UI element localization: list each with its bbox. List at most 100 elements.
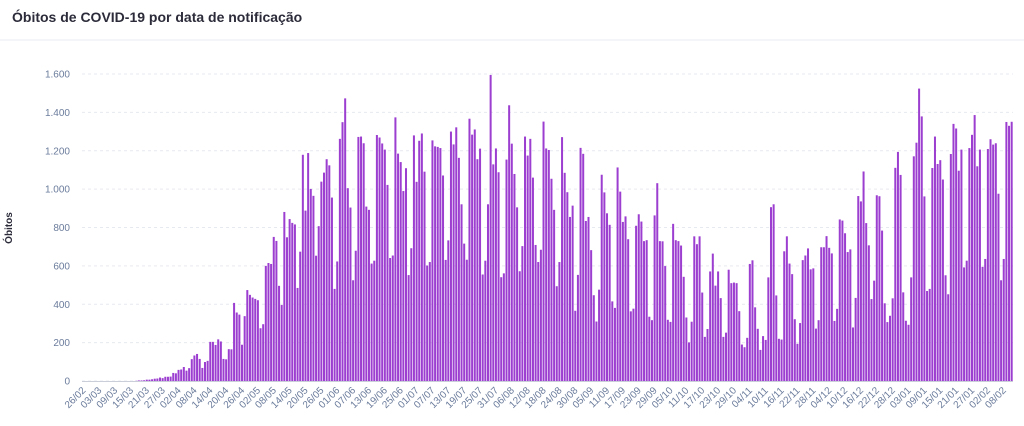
bar (677, 241, 679, 381)
bar (196, 354, 198, 381)
y-tick-label: 0 (64, 377, 70, 388)
bar (704, 337, 706, 381)
bar (159, 378, 161, 381)
bar (175, 373, 177, 381)
bar (659, 241, 661, 381)
bar (297, 288, 299, 381)
bar (413, 135, 415, 381)
bar (611, 301, 613, 381)
bar (902, 292, 904, 381)
bar (807, 248, 809, 381)
bar (958, 171, 960, 381)
bar (262, 324, 264, 381)
bar (199, 359, 201, 381)
bar (915, 143, 917, 381)
bar (617, 167, 619, 381)
bar (595, 322, 597, 381)
bar (146, 380, 148, 381)
bar (291, 223, 293, 381)
bar (408, 275, 410, 381)
bar (468, 119, 470, 381)
bar (625, 216, 627, 381)
bar (336, 261, 338, 381)
bar (945, 275, 947, 381)
bar (162, 378, 164, 381)
bar (781, 340, 783, 381)
bar (635, 226, 637, 381)
bar (212, 342, 214, 381)
bar (421, 133, 423, 381)
y-tick-label: 1.000 (45, 185, 70, 196)
y-axis-label: Óbitos (2, 212, 15, 244)
bar (312, 196, 314, 381)
bar (995, 143, 997, 381)
bar (244, 316, 246, 381)
bar (511, 144, 513, 381)
bar (648, 317, 650, 381)
bar (892, 298, 894, 381)
bar (400, 162, 402, 381)
bar (873, 281, 875, 381)
bar (233, 303, 235, 381)
bar (265, 266, 267, 381)
bar (675, 240, 677, 381)
bar (278, 286, 280, 381)
bar (593, 295, 595, 381)
bar (746, 338, 748, 381)
bar (992, 145, 994, 381)
bar (503, 273, 505, 381)
bar (201, 368, 203, 381)
bar (513, 174, 515, 381)
bar (947, 294, 949, 381)
bar (826, 236, 828, 381)
bar (307, 153, 309, 381)
bar (778, 339, 780, 381)
bar (630, 311, 632, 381)
bar (381, 143, 383, 381)
bar (847, 252, 849, 381)
bar (799, 323, 801, 381)
bar (754, 307, 756, 381)
bar (424, 172, 426, 381)
bar (894, 168, 896, 381)
bar (426, 265, 428, 381)
bar (564, 173, 566, 381)
bar (529, 139, 531, 381)
bar (172, 373, 174, 381)
bar (783, 251, 785, 381)
bar (939, 160, 941, 381)
bar (580, 148, 582, 381)
bar (561, 137, 563, 381)
bar (185, 371, 187, 381)
bar (889, 316, 891, 381)
bar (966, 261, 968, 381)
bar (667, 320, 669, 381)
bar (545, 148, 547, 381)
bar (913, 156, 915, 381)
bar (669, 322, 671, 381)
bar (482, 275, 484, 381)
bar (217, 339, 219, 381)
bar (1003, 259, 1005, 381)
bar (926, 291, 928, 381)
bar (789, 264, 791, 381)
bar (228, 349, 230, 381)
bar (1005, 122, 1007, 381)
bar (952, 124, 954, 381)
bar (897, 152, 899, 381)
bar (950, 154, 952, 381)
bar (498, 172, 500, 381)
bar (532, 178, 534, 381)
bar (463, 244, 465, 381)
bar (931, 168, 933, 381)
bar (151, 379, 153, 381)
bar (815, 329, 817, 381)
bar (865, 223, 867, 381)
bar (461, 204, 463, 381)
bar (246, 290, 248, 381)
bar (828, 248, 830, 381)
bar (987, 149, 989, 381)
bar (405, 168, 407, 381)
bar (733, 283, 735, 381)
bar (688, 342, 690, 381)
